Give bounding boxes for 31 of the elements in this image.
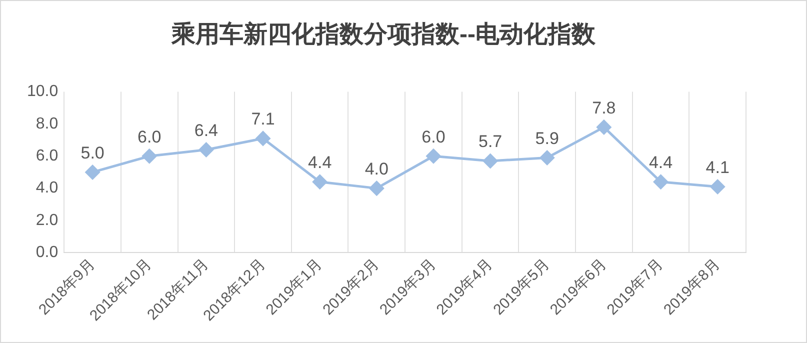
- y-tick-label: 6.0: [36, 148, 58, 165]
- data-label: 4.4: [308, 153, 332, 172]
- y-tick-label: 8.0: [36, 115, 58, 132]
- point: [710, 179, 725, 194]
- point: [596, 120, 612, 134]
- point: [312, 174, 328, 190]
- y-tick-label: 2.0: [36, 212, 58, 229]
- data-label: 4.1: [706, 158, 730, 177]
- point: [369, 181, 384, 196]
- data-label: 4.4: [648, 153, 673, 172]
- point: [654, 174, 668, 190]
- chart-title: 乘用车新四化指数分项指数--电动化指数: [170, 21, 596, 48]
- data-label: 6.0: [138, 127, 162, 146]
- data-label: 6.4: [194, 120, 218, 140]
- point: [483, 154, 498, 168]
- data-label: 7.1: [251, 110, 275, 129]
- y-tick-label: 4.0: [36, 180, 58, 197]
- data-label: 6.0: [422, 127, 446, 146]
- data-label: 5.9: [535, 128, 559, 148]
- data-label: 7.8: [592, 98, 616, 118]
- point: [540, 150, 554, 166]
- data-label: 4.0: [364, 160, 388, 179]
- point: [256, 131, 270, 146]
- point: [85, 164, 100, 180]
- data-label: 5.0: [80, 143, 104, 162]
- point: [142, 148, 157, 164]
- y-tick-label: 10.0: [27, 83, 58, 100]
- y-tick-label: 0.0: [36, 244, 58, 262]
- point: [426, 148, 441, 164]
- point: [198, 142, 214, 157]
- data-label: 5.7: [478, 132, 502, 152]
